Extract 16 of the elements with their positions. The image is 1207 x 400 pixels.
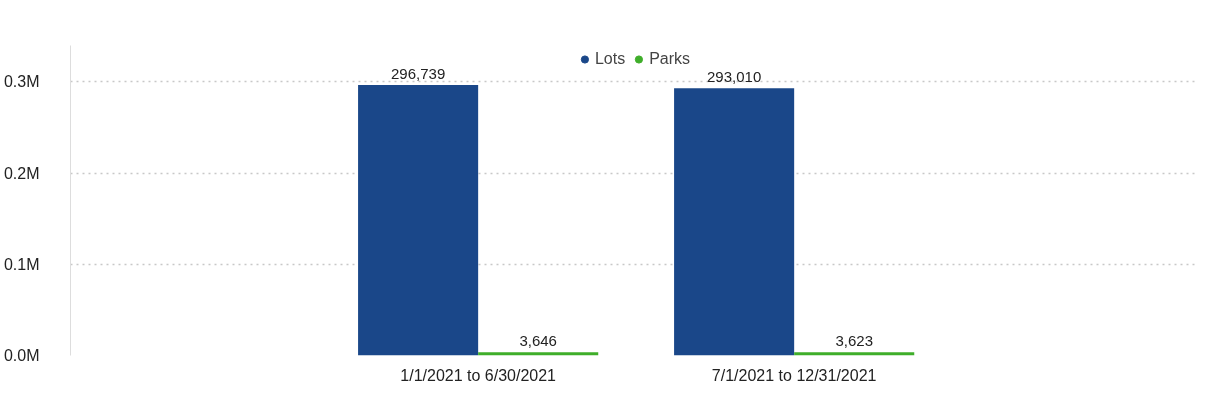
- data-label: 3,646: [519, 332, 557, 350]
- bar: [674, 88, 795, 356]
- y-tick-label: 0.0M: [3, 347, 40, 364]
- x-tick-label: 7/1/2021 to 12/31/2021: [711, 366, 877, 384]
- data-label: 293,010: [707, 68, 762, 86]
- y-tick-label: 0.1M: [3, 255, 40, 273]
- legend-label: Lots: [594, 50, 626, 68]
- bar: [794, 352, 915, 356]
- y-tick-label: 0.3M: [3, 73, 40, 91]
- bar: [358, 84, 479, 356]
- data-label: 3,623: [835, 332, 873, 350]
- y-tick-label: 0.2M: [3, 164, 40, 182]
- legend-label: Parks: [649, 50, 691, 68]
- x-tick-label: 1/1/2021 to 6/30/2021: [400, 366, 557, 384]
- bar: [478, 352, 599, 356]
- data-label: 296,739: [391, 64, 446, 82]
